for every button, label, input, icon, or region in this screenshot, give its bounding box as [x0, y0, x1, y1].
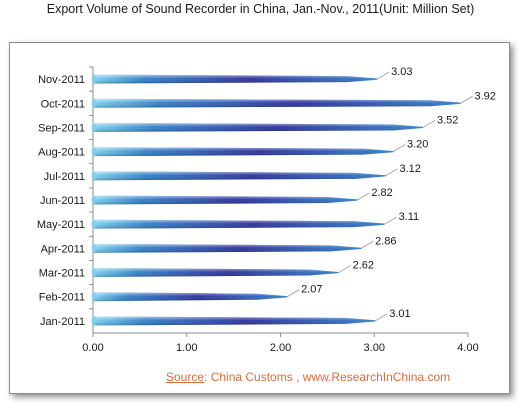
value-label: 2.86 [375, 235, 396, 247]
value-label: 3.01 [389, 308, 410, 320]
value-label: 3.92 [475, 90, 496, 102]
category-label: Apr-2011 [41, 243, 85, 255]
bar-base-cap [91, 147, 97, 157]
leader-line [338, 265, 351, 273]
bar-base-cap [91, 219, 97, 229]
chart-plot: 0.00 1.00 2.00 3.00 4.00 Jan-2011 3.01 Feb-2011… [37, 66, 496, 354]
value-label: 2.07 [301, 284, 322, 296]
value-label: 3.11 [399, 211, 420, 223]
bar-base-cap [91, 316, 97, 326]
source-note: Source: China Customs , www.ResearchInCh… [166, 370, 450, 384]
category-label: Oct-2011 [41, 98, 85, 110]
leader-line [384, 216, 397, 225]
value-label: 3.52 [437, 114, 458, 126]
bar-base-cap [91, 171, 97, 181]
leader-line [357, 192, 370, 201]
bar-layer [91, 74, 461, 326]
bar-sheen [93, 171, 386, 181]
bar-sheen [93, 316, 376, 326]
x-tick-label: 3.00 [364, 342, 385, 354]
leader-line [392, 144, 406, 152]
label-layer: 0.00 1.00 2.00 3.00 4.00 Jan-2011 3.01 Feb-2011… [37, 66, 496, 354]
leader-line [385, 168, 398, 177]
source-text: : China Customs , www.ResearchInChina.co… [204, 370, 451, 384]
value-label: 3.12 [400, 163, 421, 175]
category-label: May-2011 [37, 219, 85, 231]
bar-base-cap [91, 98, 97, 108]
category-label: Jan-2011 [40, 316, 85, 328]
x-tick-label: 0.00 [82, 342, 103, 354]
source-label: Source [166, 370, 205, 384]
bar-sheen [93, 268, 339, 278]
category-label: Jul-2011 [44, 171, 85, 183]
leader-line [374, 313, 388, 322]
x-tick-label: 2.00 [270, 342, 291, 354]
leader-line [376, 71, 390, 80]
bar-sheen [93, 147, 393, 157]
value-label: 3.03 [391, 66, 412, 78]
category-label: Nov-2011 [38, 74, 85, 86]
chart-frame: 0.00 1.00 2.00 3.00 4.00 Jan-2011 3.01 Feb-2011… [9, 42, 510, 394]
value-label: 2.62 [353, 260, 374, 272]
leader-line [360, 241, 374, 249]
category-label: Aug-2011 [38, 147, 85, 159]
chart-title: Export Volume of Sound Recorder in China… [46, 2, 475, 16]
bar-sheen [93, 74, 378, 84]
x-tick-label: 1.00 [176, 342, 197, 354]
bar-sheen [93, 292, 288, 302]
value-label: 3.20 [407, 139, 428, 151]
category-label: Sep-2011 [38, 122, 85, 134]
bar-sheen [93, 243, 362, 253]
bar-sheen [93, 122, 423, 132]
leader-line [286, 289, 300, 298]
leader-line [422, 120, 436, 128]
bar-base-cap [91, 268, 97, 278]
x-tick-label: 4.00 [457, 342, 478, 354]
category-label: Feb-2011 [39, 292, 85, 304]
bar-base-cap [91, 122, 97, 132]
bar-sheen [93, 219, 385, 229]
bar-sheen [93, 98, 461, 108]
bar-base-cap [91, 74, 97, 84]
category-label: Jun-2011 [40, 195, 85, 207]
bar-sheen [93, 195, 358, 205]
leader-line [460, 95, 473, 104]
category-label: Mar-2011 [39, 268, 85, 280]
bar-base-cap [91, 195, 97, 205]
value-label: 2.82 [371, 187, 392, 199]
bar-base-cap [91, 292, 97, 302]
bar-base-cap [91, 243, 97, 253]
